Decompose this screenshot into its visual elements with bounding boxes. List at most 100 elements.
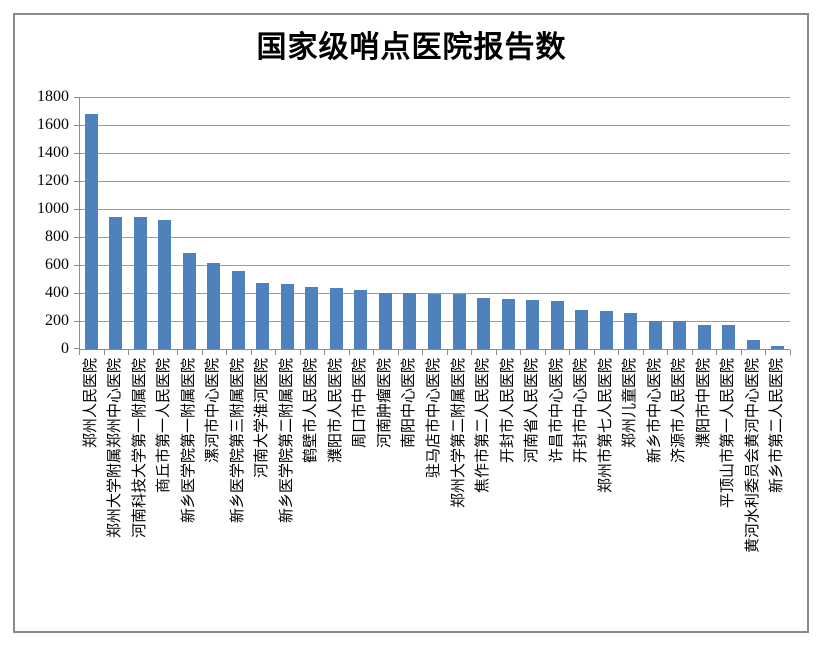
x-tick-9 <box>299 350 301 355</box>
bar-开封市人民医院 <box>501 299 515 349</box>
gridline-400 <box>79 293 790 294</box>
x-axis-label-河南肿瘤医院: 河南肿瘤医院 <box>376 358 393 449</box>
x-axis-label-濮阳市中医院: 濮阳市中医院 <box>695 358 712 449</box>
y-tick-600 <box>74 265 79 266</box>
chart-title: 国家级哨点医院报告数 <box>256 31 567 64</box>
x-axis-line <box>79 349 790 350</box>
bar-郑州人民医院 <box>84 113 98 349</box>
x-tick-16 <box>471 350 473 355</box>
bar-新乡医学院第一附属医院 <box>182 253 196 349</box>
y-axis-label-1800: 1800 <box>37 88 69 105</box>
x-tick-10 <box>324 350 326 355</box>
x-axis-label-焦作市第二人民医院: 焦作市第二人民医院 <box>475 358 492 494</box>
x-axis-label-济源市人民医院: 济源市人民医院 <box>671 358 688 464</box>
x-tick-0 <box>79 350 80 355</box>
bar-焦作市第二人民医院 <box>477 297 491 349</box>
x-axis-label-新乡医学院第一附属医院: 新乡医学院第一附属医院 <box>180 358 197 524</box>
x-axis-label-南阳中心医院: 南阳中心医院 <box>401 358 418 449</box>
x-axis-label-郑州人民医院: 郑州人民医院 <box>82 358 99 449</box>
bar-郑州儿童医院 <box>624 313 638 349</box>
bar-河南大学淮河医院 <box>256 282 270 349</box>
x-axis-label-商丘市第一人民医院: 商丘市第一人民医院 <box>156 358 173 494</box>
x-axis-label-郑州市第七人民医院: 郑州市第七人民医院 <box>597 358 614 494</box>
x-tick-25 <box>691 350 693 355</box>
bar-郑州市第七人民医院 <box>599 310 613 349</box>
bar-濮阳市人民医院 <box>329 288 343 349</box>
x-axis-label-新乡市第二人民医院: 新乡市第二人民医院 <box>769 358 786 494</box>
x-axis-label-郑州大学附属郑州中心医院: 郑州大学附属郑州中心医院 <box>107 358 124 539</box>
x-axis-label-河南大学淮河医院: 河南大学淮河医院 <box>254 358 271 479</box>
bar-新乡市中心医院 <box>648 321 662 349</box>
bar-周口市中医院 <box>354 289 368 349</box>
x-tick-4 <box>177 350 179 355</box>
x-axis-label-濮阳市人民医院: 濮阳市人民医院 <box>327 358 344 464</box>
x-tick-7 <box>250 350 252 355</box>
bar-新乡医学院第三附属医院 <box>231 270 245 349</box>
x-tick-28 <box>765 350 767 355</box>
x-tick-21 <box>593 350 595 355</box>
y-axis-label-1200: 1200 <box>37 172 69 189</box>
x-axis-label-黄河水利委员会黄河中心医院: 黄河水利委员会黄河中心医院 <box>744 358 761 554</box>
x-tick-26 <box>716 350 718 355</box>
x-axis-label-新乡医学院第二附属医院: 新乡医学院第二附属医院 <box>278 358 295 524</box>
x-tick-3 <box>152 350 154 355</box>
x-tick-6 <box>226 350 228 355</box>
y-axis-label-1600: 1600 <box>37 116 69 133</box>
bar-河南肿瘤医院 <box>378 293 392 349</box>
y-axis-label-0: 0 <box>61 340 69 357</box>
y-tick-1800 <box>74 97 79 98</box>
bar-河南科技大学第一附属医院 <box>133 217 147 349</box>
gridline-1400 <box>79 153 790 154</box>
x-tick-15 <box>446 350 448 355</box>
bar-新乡市第二人民医院 <box>771 345 785 349</box>
y-tick-1000 <box>74 209 79 210</box>
y-axis-line <box>79 97 80 349</box>
gridline-600 <box>79 265 790 266</box>
x-axis-label-郑州儿童医院: 郑州儿童医院 <box>622 358 639 449</box>
x-axis-label-鹤壁市人民医院: 鹤壁市人民医院 <box>303 358 320 464</box>
gridline-1600 <box>79 125 790 126</box>
x-tick-22 <box>618 350 620 355</box>
y-axis-label-600: 600 <box>45 256 69 273</box>
gridline-1800 <box>79 97 790 98</box>
x-axis-label-河南科技大学第一附属医院: 河南科技大学第一附属医院 <box>131 358 148 539</box>
bar-平顶山市第一人民医院 <box>722 325 736 349</box>
x-axis-label-驻马店市中心医院: 驻马店市中心医院 <box>426 358 442 479</box>
x-tick-1 <box>103 350 105 355</box>
bar-济源市人民医院 <box>673 321 687 349</box>
x-tick-19 <box>544 350 546 355</box>
bar-新乡医学院第二附属医院 <box>280 283 294 349</box>
y-axis-label-1400: 1400 <box>37 144 69 161</box>
gridline-1200 <box>79 181 790 182</box>
y-axis-label-1000: 1000 <box>37 200 69 217</box>
y-axis-label-800: 800 <box>45 228 69 245</box>
x-tick-12 <box>373 350 375 355</box>
y-tick-1200 <box>74 181 79 182</box>
y-tick-1600 <box>74 125 79 126</box>
x-axis-label-新乡市中心医院: 新乡市中心医院 <box>646 358 663 464</box>
x-tick-20 <box>569 350 571 355</box>
x-axis-label-漯河市中心医院: 漯河市中心医院 <box>205 358 222 464</box>
y-tick-1400 <box>74 153 79 154</box>
bar-鹤壁市人民医院 <box>305 286 319 349</box>
x-tick-13 <box>397 350 399 355</box>
x-tick-14 <box>422 350 424 355</box>
x-axis-label-开封市中心医院: 开封市中心医院 <box>573 358 590 464</box>
x-axis-label-平顶山市第一人民医院: 平顶山市第一人民医院 <box>720 358 737 509</box>
x-axis-label-河南省人民医院: 河南省人民医院 <box>524 358 541 464</box>
x-axis-label-新乡医学院第三附属医院: 新乡医学院第三附属医院 <box>229 358 246 524</box>
bar-濮阳市中医院 <box>697 324 711 349</box>
bar-黄河水利委员会黄河中心医院 <box>746 339 760 349</box>
gridline-1000 <box>79 209 790 210</box>
bar-商丘市第一人民医院 <box>158 219 172 349</box>
x-tick-2 <box>128 350 130 355</box>
bar-漯河市中心医院 <box>207 262 221 349</box>
bar-许昌市中心医院 <box>550 301 564 349</box>
y-tick-800 <box>74 237 79 238</box>
x-tick-29 <box>790 350 791 355</box>
bar-郑州大学附属郑州中心医院 <box>109 217 123 349</box>
y-axis-label-200: 200 <box>45 312 69 329</box>
gridline-800 <box>79 237 790 238</box>
x-tick-24 <box>667 350 669 355</box>
